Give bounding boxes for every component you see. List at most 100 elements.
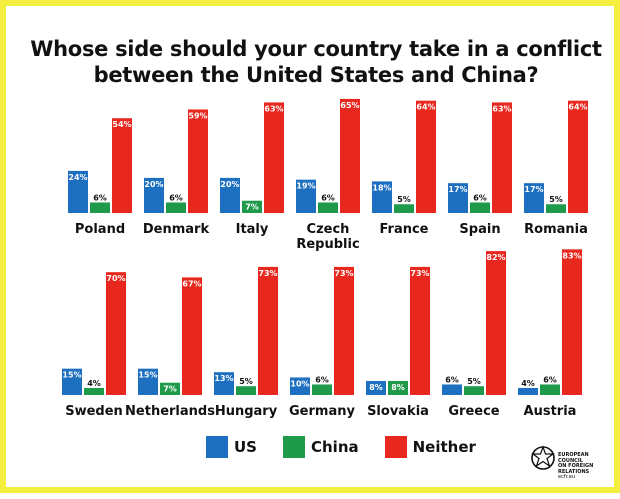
legend-label-us: US (234, 438, 257, 456)
title-line-1: Whose side should your country take in a… (30, 37, 602, 61)
bar-value-czech-republic-neither: 65% (340, 101, 359, 110)
bar-czech-republic-neither (340, 98, 360, 213)
bar-germany-us (290, 377, 310, 395)
bar-czech-republic-us (296, 179, 316, 213)
country-label-poland: Poland (75, 222, 125, 237)
bar-value-spain-china: 6% (473, 193, 487, 202)
bar-value-spain-us: 17% (448, 185, 467, 194)
bar-value-hungary-us: 13% (214, 374, 233, 383)
bar-france-neither (416, 100, 436, 213)
logo-line-2: COUNCIL (558, 457, 583, 464)
bar-value-denmark-neither: 59% (188, 111, 207, 120)
country-label-czech-republic-1: Republic (296, 237, 359, 252)
bar-value-austria-neither: 83% (562, 251, 581, 260)
bar-value-greece-us: 6% (445, 375, 459, 384)
bar-value-germany-neither: 73% (334, 269, 353, 278)
bar-slovakia-china (388, 380, 408, 395)
bar-poland-us (68, 170, 88, 213)
bar-value-france-china: 5% (397, 195, 411, 204)
bar-sweden-china (84, 387, 104, 395)
bar-value-slovakia-neither: 73% (410, 269, 429, 278)
country-label-france: France (379, 222, 428, 237)
bar-value-poland-us: 24% (68, 173, 87, 182)
bar-sweden-neither (106, 272, 126, 395)
bar-netherlands-neither (182, 277, 202, 395)
bar-value-czech-republic-china: 6% (321, 193, 335, 202)
bar-value-germany-china: 6% (315, 375, 329, 384)
bar-spain-us (448, 183, 468, 213)
country-label-slovakia: Slovakia (367, 404, 429, 419)
legend-swatch-us (206, 436, 228, 458)
bar-value-romania-us: 17% (524, 185, 543, 194)
legend-swatch-china (282, 436, 305, 458)
legend-label-neither: Neither (412, 438, 476, 456)
bar-value-greece-neither: 82% (486, 253, 505, 262)
bar-czech-republic-china (318, 202, 338, 213)
country-label-greece: Greece (448, 404, 499, 419)
country-label-czech-republic-0: Czech (307, 222, 350, 237)
bar-greece-neither (486, 251, 506, 395)
bar-spain-neither (492, 102, 512, 213)
bar-netherlands-china (160, 382, 180, 395)
logo-line-1: EUROPEAN (558, 452, 589, 458)
ecfr-logo-icon (531, 445, 555, 470)
bar-romania-us (524, 183, 544, 213)
bar-greece-china (464, 386, 484, 395)
bar-chart: 24% 6% 54% Poland 20% 6% 59% Denmark 20% 7% 63% Ita… (62, 98, 588, 419)
bar-value-czech-republic-us: 19% (296, 182, 315, 191)
bar-value-denmark-china: 6% (169, 193, 183, 202)
bar-france-china (394, 204, 414, 213)
bar-value-italy-us: 20% (220, 180, 239, 189)
legend-swatch-neither (384, 436, 407, 458)
logo-line-5: ecfr.eu (558, 474, 576, 480)
legend-item-us: US (206, 436, 257, 458)
bar-spain-china (470, 202, 490, 213)
bar-denmark-neither (188, 109, 208, 213)
bar-value-netherlands-neither: 67% (182, 279, 201, 288)
bar-value-romania-china: 5% (549, 195, 563, 204)
bar-hungary-us (214, 372, 234, 395)
bar-hungary-china (236, 386, 256, 395)
bar-value-greece-china: 5% (467, 377, 481, 386)
bar-value-sweden-us: 15% (62, 371, 81, 380)
country-label-sweden: Sweden (65, 404, 123, 419)
bar-greece-us (442, 384, 462, 395)
bar-austria-us (518, 387, 538, 395)
logo-text: EUROPEAN COUNCIL ON FOREIGN RELATIONS ec… (558, 452, 608, 481)
bar-value-austria-us: 4% (521, 379, 535, 388)
country-label-spain: Spain (459, 222, 500, 237)
bar-denmark-us (144, 177, 164, 213)
bar-italy-neither (264, 102, 284, 213)
bar-value-hungary-neither: 73% (258, 269, 277, 278)
country-label-hungary: Hungary (215, 404, 278, 419)
bar-slovakia-us (366, 380, 386, 395)
bar-germany-china (312, 384, 332, 395)
bar-value-poland-neither: 54% (112, 120, 131, 129)
legend-item-china: China (282, 436, 359, 458)
bar-value-germany-us: 10% (290, 379, 309, 388)
bar-germany-neither (334, 266, 354, 395)
bar-value-france-us: 18% (372, 183, 391, 192)
bar-value-netherlands-china: 7% (163, 385, 177, 394)
bar-value-netherlands-us: 15% (138, 371, 157, 380)
bar-netherlands-us (138, 368, 158, 395)
bar-value-poland-china: 6% (93, 193, 107, 202)
bar-value-italy-china: 7% (245, 203, 259, 212)
country-label-germany: Germany (289, 404, 355, 419)
bar-value-sweden-neither: 70% (106, 274, 125, 283)
bar-sweden-us (62, 368, 82, 395)
bar-value-spain-neither: 63% (492, 104, 511, 113)
bar-value-romania-neither: 64% (568, 103, 587, 112)
bar-poland-neither (112, 118, 132, 213)
legend-item-neither: Neither (384, 436, 476, 458)
bar-italy-us (220, 177, 240, 213)
bar-value-denmark-us: 20% (144, 180, 163, 189)
bar-value-hungary-china: 5% (239, 377, 253, 386)
legend: US China Neither (206, 436, 502, 458)
title-line-2: between the United States and China? (93, 63, 539, 87)
bar-france-us (372, 181, 392, 213)
country-label-netherlands: Netherlands (125, 404, 215, 419)
bar-value-slovakia-us: 8% (369, 383, 383, 392)
chart-title: Whose side should your country take in a… (26, 36, 606, 88)
